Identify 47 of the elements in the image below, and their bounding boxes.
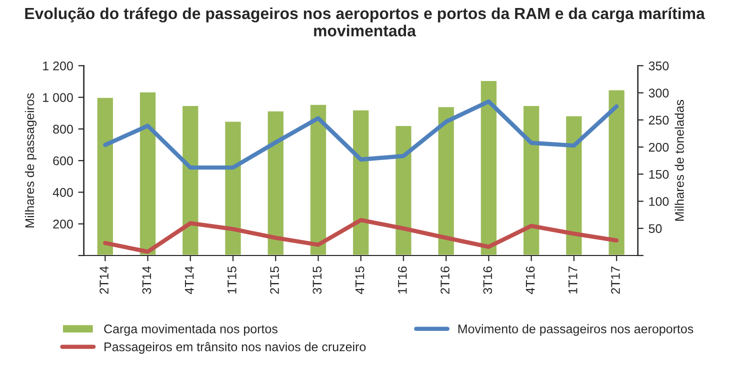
bar <box>96 96 114 256</box>
bar <box>436 106 456 256</box>
bar <box>522 104 541 256</box>
bar <box>564 114 584 256</box>
x-tick-label: 2T16 <box>440 266 450 294</box>
bar <box>138 91 157 256</box>
y2-tick-label: 200 <box>648 142 669 152</box>
y2-tick-label: 250 <box>648 116 669 125</box>
y2-tick-label: 100 <box>649 197 669 206</box>
y-tick-label: 200 <box>53 220 73 229</box>
bar <box>181 104 200 256</box>
y-tick-label: 1 000 <box>43 93 73 102</box>
x-tick-label: 4T16 <box>526 266 535 294</box>
bar <box>479 80 498 256</box>
x-tick-label: 3T15 <box>312 266 322 294</box>
x-tick-label: 2T17 <box>611 266 620 294</box>
y-tick-label: 800 <box>53 124 73 134</box>
legend-label: Carga movimentada nos portos <box>104 324 278 336</box>
legend-label: Passageiros em trânsito nos navios de cruzeiro <box>104 342 366 354</box>
y-axis-title: Milhares de passageiros <box>24 93 37 228</box>
x-tick-label: 1T16 <box>398 266 407 294</box>
x-tick-label: 2T14 <box>100 266 108 294</box>
y2-tick-label: 50 <box>648 224 662 234</box>
y2-tick-label: 150 <box>649 170 669 179</box>
legend-label: Movimento de passageiros nos aeroportos <box>458 324 694 336</box>
line-series <box>103 218 619 254</box>
bar <box>352 108 370 256</box>
x-tick-label: 2T15 <box>270 266 279 294</box>
bar <box>394 124 413 256</box>
y2-tick-label: 350 <box>648 62 669 70</box>
bar <box>266 110 285 256</box>
bar <box>309 104 328 256</box>
x-tick-label: 4T15 <box>355 266 364 294</box>
chart-title: Evolução do tráfego de passageiros nos aeroportos e portos da RAM e da carga marítima movimentada <box>25 7 706 36</box>
x-tick-label: 1T15 <box>228 266 236 294</box>
y2-axis-title: Milhares de toneladas <box>674 100 684 221</box>
x-tick-label: 4T14 <box>185 266 194 294</box>
line-series <box>103 99 619 170</box>
y2-tick-label: 300 <box>648 88 669 98</box>
y-tick-label: 600 <box>53 156 73 166</box>
x-tick-label: 3T16 <box>483 266 492 294</box>
y-tick-label: 400 <box>52 188 73 197</box>
bar <box>224 120 242 256</box>
x-tick-label: 3T14 <box>142 266 152 294</box>
y-tick-label: 1 200 <box>43 62 73 70</box>
bar <box>607 88 626 256</box>
x-tick-label: 1T17 <box>568 266 578 294</box>
